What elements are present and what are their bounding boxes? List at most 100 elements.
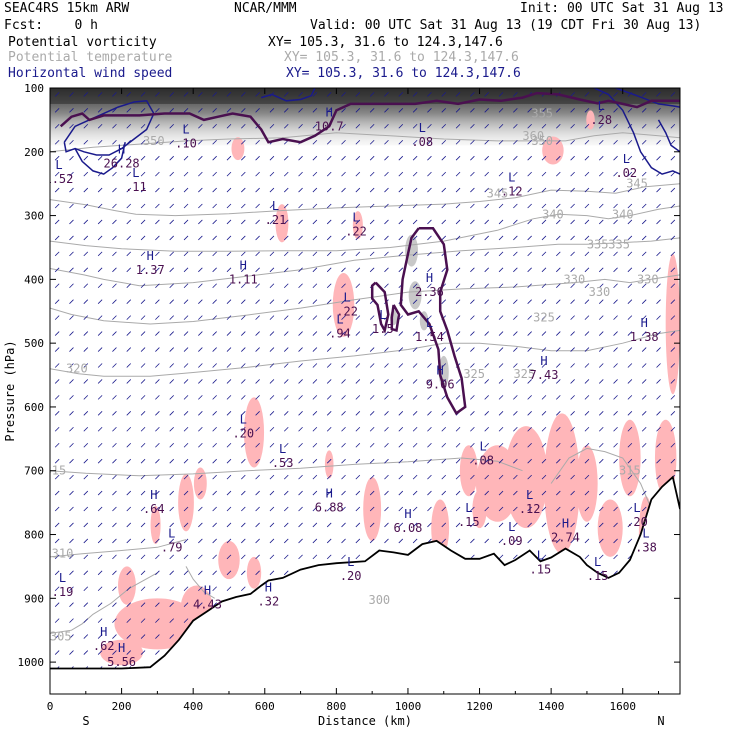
wind-barb [541,363,547,368]
pv-negative-region [543,413,580,554]
wind-barb [570,283,575,289]
extremum-marker: H [437,364,444,378]
wind-barb [312,92,318,97]
wind-barb [584,538,590,544]
wind-barb [83,586,89,592]
wind-barb [412,123,418,129]
wind-barb [283,347,289,352]
wind-barb [598,123,604,129]
wind-barb [641,411,647,416]
wind-barb [112,506,117,512]
wind-barb [298,363,303,368]
wind-barb [541,187,547,193]
wind-barb [341,108,346,113]
wind-barb [155,586,160,592]
wind-barb [212,235,217,241]
wind-barb [656,203,661,209]
wind-barb [54,171,60,177]
wind-barb [570,442,575,448]
wind-barb [470,347,475,352]
wind-barb [527,283,532,289]
wind-barb [69,490,74,496]
wind-barb [369,363,375,368]
wind-barb [598,171,604,177]
wind-barb [241,139,246,145]
field-theta-name: Potential temperature [8,50,173,65]
wind-barb [398,92,404,97]
wind-barb [283,171,289,177]
wind-barb [355,458,361,464]
wind-barb [384,203,389,209]
wind-barb [412,379,418,384]
wind-barb [584,92,590,97]
wind-barb [255,219,260,225]
wind-barb [183,283,189,289]
wind-barb [641,426,647,432]
wind-barb [269,267,275,273]
wind-barb [198,586,203,592]
wind-barb [97,251,103,257]
wind-barb [656,426,661,432]
wind-barb [613,522,618,528]
wind-barb [584,139,590,145]
wind-barb [298,251,303,257]
wind-barb [83,650,89,655]
wind-barb [427,522,432,528]
wind-barb [198,155,203,161]
wind-barb [298,538,303,544]
wind-barb [498,347,504,352]
wind-barb [455,379,461,384]
wind-barb [355,554,361,560]
wind-speed-contour [615,88,680,108]
wind-barb [169,522,174,528]
wind-barb [427,283,432,289]
wind-barb [312,203,318,209]
wind-barb [97,331,103,336]
wind-barb [355,522,361,528]
wind-barb [226,267,232,273]
wind-barb [112,331,117,336]
wind-barb [613,363,618,368]
wind-barb [341,299,346,304]
wind-barb [584,267,590,273]
wind-barb [54,554,60,560]
wind-barb [412,411,418,416]
wind-barb [255,411,260,416]
wind-barb [326,347,332,352]
wind-barb [641,379,647,384]
wind-barb [384,379,389,384]
wind-barb [498,411,504,416]
wind-barb [598,108,604,113]
wind-barb [613,554,618,560]
wind-barb [455,283,461,289]
wind-barb [527,426,532,432]
wind-barb [513,251,518,257]
wind-barb [312,123,318,129]
wind-barb [269,299,275,304]
wind-barb [69,267,74,273]
wind-barb [140,171,146,177]
wind-barb [140,395,146,400]
wind-barb [255,187,260,193]
wind-barb [155,187,160,193]
field-theta-xy: XY= 105.3, 31.6 to 124.3,147.6 [284,50,519,65]
wind-barb [598,538,604,544]
wind-barb [283,219,289,225]
theta-label: 355 [531,107,553,121]
wind-barb [484,267,489,273]
wind-barb [269,458,275,464]
wind-barb [269,395,275,400]
wind-barb [112,458,117,464]
wind-barb [498,267,504,273]
wind-barb [412,299,418,304]
wind-barb [69,331,74,336]
wind-barb [155,379,160,384]
wind-barb [584,347,590,352]
wind-barb [169,363,174,368]
wind-barb [527,219,532,225]
wind-barb [455,108,461,113]
wind-barb [656,379,661,384]
wind-barb [570,395,575,400]
wind-barb [527,395,532,400]
wind-barb [613,315,618,320]
